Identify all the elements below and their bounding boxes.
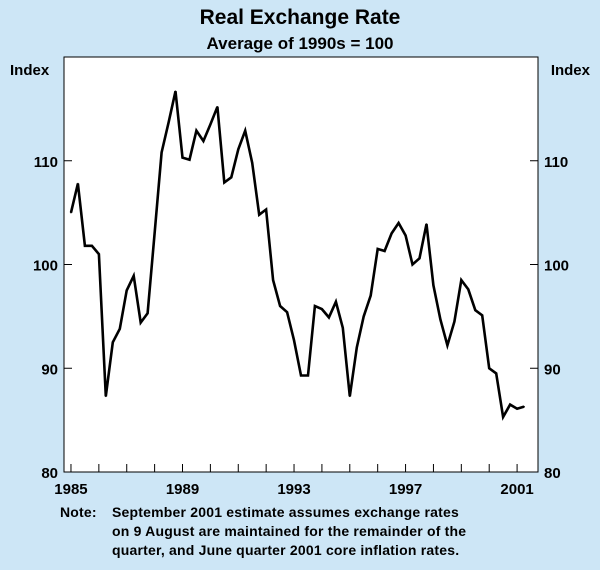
data-point (328, 316, 330, 319)
data-point (195, 129, 198, 132)
data-point (111, 341, 114, 344)
y-tick-label-right: 80 (544, 465, 561, 482)
data-point (279, 305, 281, 307)
x-tick-label: 1985 (54, 481, 87, 498)
note-line-1: September 2001 estimate assumes exchange… (112, 504, 459, 520)
data-point (446, 344, 449, 347)
data-point (432, 284, 435, 287)
chart-subtitle: Average of 1990s = 100 (206, 34, 394, 53)
y-axis-label-left: Index (10, 62, 50, 79)
y-tick-label-left: 90 (41, 361, 58, 378)
y-tick-label-right: 90 (544, 361, 561, 378)
data-point (425, 223, 428, 225)
data-point (307, 374, 309, 377)
x-tick-label: 2001 (500, 481, 533, 498)
data-point (390, 232, 393, 235)
data-point (105, 395, 107, 398)
data-point (153, 232, 156, 235)
data-point (251, 162, 254, 164)
data-point (258, 213, 260, 216)
data-point (474, 309, 477, 311)
data-point (355, 346, 358, 349)
data-point (202, 140, 205, 142)
data-point (439, 318, 442, 321)
data-point (118, 328, 121, 330)
data-point (314, 305, 316, 307)
data-point (125, 289, 128, 292)
line-chart: Index Index 80 80 90 90 100 100 110 110 1985 1989… (10, 56, 591, 498)
data-point (77, 182, 79, 185)
chart-title: Real Exchange Rate (199, 6, 401, 29)
data-point (383, 250, 386, 252)
data-point (293, 339, 295, 342)
data-point (460, 279, 463, 281)
data-point (321, 308, 323, 310)
data-point (181, 156, 184, 159)
data-point (453, 320, 456, 323)
data-point (237, 148, 240, 151)
data-point (230, 176, 233, 179)
y-tick-label-left: 100 (33, 258, 58, 275)
data-point (335, 301, 337, 303)
data-point (509, 403, 511, 406)
data-point (397, 222, 400, 224)
data-point (84, 245, 86, 247)
data-point (300, 374, 302, 377)
data-point (516, 407, 518, 410)
series-group (69, 90, 525, 421)
axis-ticks: 80 80 90 90 100 100 110 110 1985 1989 1993 1997 2001 (33, 154, 569, 498)
data-point (91, 245, 93, 247)
data-point (523, 405, 525, 408)
data-point (167, 121, 170, 124)
y-tick-label-left: 110 (34, 154, 58, 171)
data-point (502, 416, 504, 418)
data-point (188, 158, 191, 161)
data-point (342, 326, 344, 329)
data-point (146, 312, 149, 315)
data-point (244, 129, 247, 132)
data-point (418, 257, 421, 260)
data-point (98, 253, 100, 255)
data-point (174, 90, 177, 93)
data-point (209, 123, 212, 126)
data-point (369, 294, 372, 297)
data-point (348, 395, 351, 398)
data-point (495, 372, 497, 375)
data-point (404, 234, 407, 237)
data-point (362, 315, 365, 318)
y-axis-label-right: Index (551, 62, 591, 79)
x-tick-label: 1989 (166, 481, 199, 498)
data-point (286, 311, 288, 314)
data-point (467, 288, 470, 291)
data-point (411, 263, 414, 266)
data-point (481, 314, 484, 317)
data-point (488, 367, 491, 370)
data-point (272, 279, 274, 281)
x-tick-label: 1997 (389, 481, 422, 498)
y-tick-label-right: 100 (544, 258, 569, 275)
data-point (132, 275, 135, 277)
note-line-2: on 9 August are maintained for the remai… (112, 523, 467, 539)
y-tick-label-right: 110 (544, 154, 568, 171)
data-point (376, 248, 379, 250)
data-point (70, 211, 72, 214)
series-line (69, 90, 525, 421)
data-point (139, 321, 142, 324)
data-point (160, 151, 163, 154)
note-body: September 2001 estimate assumes exchange… (112, 503, 600, 560)
note-label: Note: (60, 504, 97, 520)
data-point (265, 208, 267, 211)
data-point (216, 106, 219, 108)
data-point (223, 181, 226, 184)
x-tick-label: 1993 (277, 481, 310, 498)
plot-area (63, 56, 539, 473)
y-tick-label-left: 80 (41, 465, 58, 482)
note-line-3: quarter, and June quarter 2001 core infl… (112, 542, 460, 558)
